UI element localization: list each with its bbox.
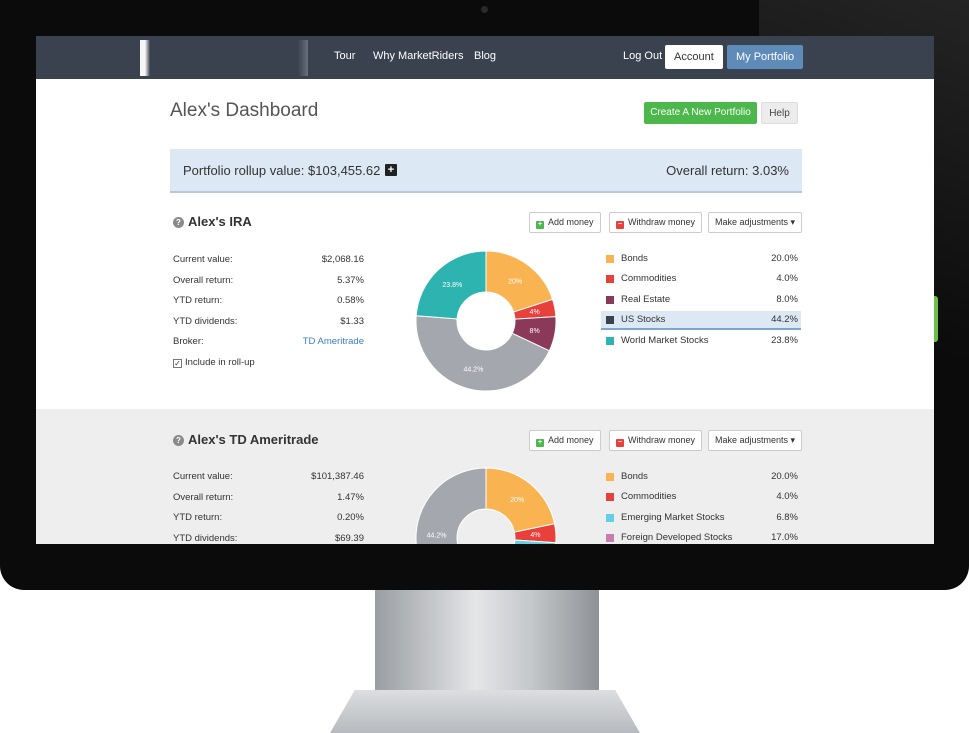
expand-plus-icon[interactable]: + xyxy=(385,164,397,176)
screen: Tour Why MarketRiders Blog Log Out Accou… xyxy=(36,36,934,544)
legend-item[interactable]: Commodities 4.0% xyxy=(601,270,801,289)
stat-value: $2,068.16 xyxy=(321,254,364,265)
withdraw-money-button[interactable]: − Withdraw money xyxy=(609,212,703,233)
logout-link[interactable]: Log Out xyxy=(623,50,663,62)
rollup-label: Portfolio rollup value: $103,455.62 xyxy=(183,163,381,178)
broker-link[interactable]: TD Ameritrade xyxy=(302,336,364,347)
webcam xyxy=(481,6,488,13)
rollup-bar: Portfolio rollup value: $103,455.62 + Ov… xyxy=(170,149,802,193)
legend-swatch xyxy=(606,534,614,542)
minus-icon: − xyxy=(616,221,624,229)
overall-return: Overall return: 3.03% xyxy=(666,163,789,178)
page-title: Alex's Dashboard xyxy=(170,100,319,121)
legend-item[interactable]: Emerging Market Stocks 6.8% xyxy=(601,509,801,528)
my-portfolio-button[interactable]: My Portfolio xyxy=(727,45,804,69)
donut-slice-bonds[interactable] xyxy=(485,467,556,533)
legend-item[interactable]: Bonds 20.0% xyxy=(601,468,801,487)
add-money-button[interactable]: + Add money xyxy=(529,430,601,451)
withdraw-money-button[interactable]: − Withdraw money xyxy=(609,430,703,451)
donut-slice-us-stocks[interactable] xyxy=(415,467,487,544)
feedback-tab[interactable] xyxy=(932,296,938,342)
stat-label: Current value: xyxy=(173,471,233,482)
question-icon[interactable]: ? xyxy=(173,217,184,228)
stat-label: Broker: xyxy=(173,336,204,347)
top-navbar: Tour Why MarketRiders Blog Log Out Accou… xyxy=(36,36,934,79)
stat-value: $101,387.46 xyxy=(311,471,364,482)
question-icon[interactable]: ? xyxy=(173,435,184,446)
legend-item[interactable]: World Market Stocks 23.8% xyxy=(601,332,801,351)
stat-value: 5.37% xyxy=(337,275,364,286)
legend-swatch xyxy=(606,337,614,345)
stat-label: Overall return: xyxy=(173,275,234,286)
stat-label: YTD dividends: xyxy=(173,533,238,544)
legend-item[interactable]: Commodities 4.0% xyxy=(601,488,801,507)
allocation-donut-ira: 20% 4% 8% 44.2% 23.8% xyxy=(415,250,557,392)
plus-icon: + xyxy=(536,221,544,229)
stat-value: 1.47% xyxy=(337,492,364,503)
legend-item-highlighted[interactable]: US Stocks 44.2% xyxy=(601,311,801,330)
make-adjustments-dropdown[interactable]: Make adjustments ▾ xyxy=(708,430,803,451)
donut-slice-label: 20% xyxy=(508,278,522,285)
plus-icon: + xyxy=(536,439,544,447)
donut-slice-world-market-stocks[interactable] xyxy=(415,250,487,320)
add-money-button[interactable]: + Add money xyxy=(529,212,601,233)
legend-swatch xyxy=(606,514,614,522)
monitor-base xyxy=(330,690,640,733)
donut-slice-label: 44.2% xyxy=(427,532,447,539)
nav-link-blog[interactable]: Blog xyxy=(474,50,497,62)
rollup-value: $103,455.62 xyxy=(308,163,381,178)
nav-link-tour[interactable]: Tour xyxy=(334,50,356,62)
legend-swatch xyxy=(606,316,614,324)
donut-slice-label: 4% xyxy=(530,532,540,539)
nav-link-why[interactable]: Why MarketRiders xyxy=(373,50,464,62)
make-adjustments-dropdown[interactable]: Make adjustments ▾ xyxy=(708,212,803,233)
include-rollup-checkbox[interactable]: ✓ Include in roll-up xyxy=(173,357,255,368)
checkbox-icon[interactable]: ✓ xyxy=(173,359,182,368)
donut-slice-label: 23.8% xyxy=(442,282,462,289)
create-portfolio-button[interactable]: Create A New Portfolio xyxy=(644,102,757,124)
stat-value: 0.58% xyxy=(337,295,364,306)
donut-slice-label: 44.2% xyxy=(463,366,483,373)
site-logo[interactable] xyxy=(140,40,308,76)
donut-slice-label: 20% xyxy=(510,497,524,504)
help-button[interactable]: Help xyxy=(761,102,798,124)
stat-value: 0.20% xyxy=(337,512,364,523)
stat-value: $1.33 xyxy=(340,316,364,327)
legend-item[interactable]: Bonds 20.0% xyxy=(601,250,801,269)
stat-value: $69.39 xyxy=(334,533,364,544)
account-button[interactable]: Account xyxy=(665,45,723,69)
stat-label: YTD dividends: xyxy=(173,316,238,327)
legend-item[interactable]: Foreign Developed Stocks 17.0% xyxy=(601,529,801,544)
legend-swatch xyxy=(606,493,614,501)
stat-label: Current value: xyxy=(173,254,233,265)
legend-item[interactable]: Real Estate 8.0% xyxy=(601,291,801,310)
account-title-ira: ? Alex's IRA xyxy=(173,214,252,229)
legend-swatch xyxy=(606,275,614,283)
allocation-donut-td: 20% 4% 44.2% xyxy=(415,467,557,544)
account-title-td: ? Alex's TD Ameritrade xyxy=(173,432,319,447)
donut-slice-label: 8% xyxy=(530,328,540,335)
stat-label: Overall return: xyxy=(173,492,234,503)
stat-label: YTD return: xyxy=(173,512,223,523)
donut-slice-emerging-market-stocks[interactable] xyxy=(511,539,557,544)
legend-swatch xyxy=(606,296,614,304)
donut-slice-us-stocks[interactable] xyxy=(415,315,551,392)
minus-icon: − xyxy=(616,439,624,447)
legend-swatch xyxy=(606,473,614,481)
donut-slice-label: 4% xyxy=(530,309,540,316)
stat-label: YTD return: xyxy=(173,295,223,306)
legend-swatch xyxy=(606,255,614,263)
monitor-stand xyxy=(375,590,599,690)
